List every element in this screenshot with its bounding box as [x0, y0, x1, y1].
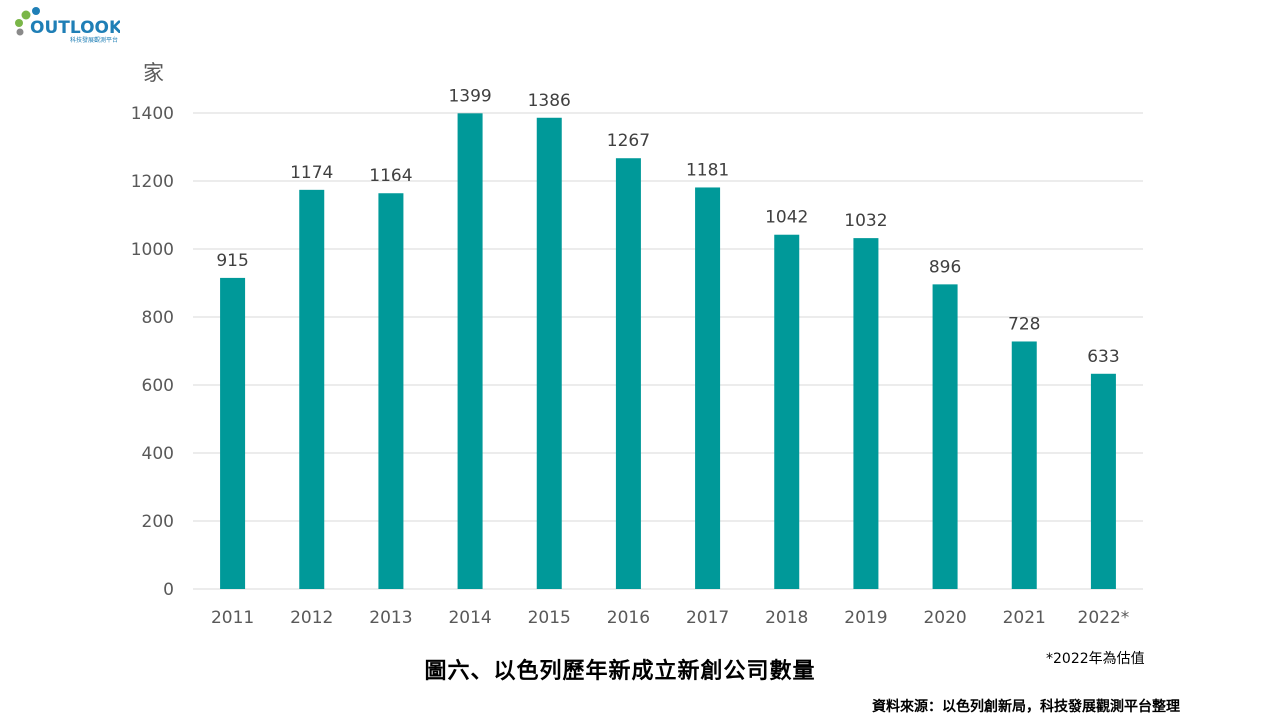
x-tick-label: 2015: [528, 608, 571, 628]
x-tick-label: 2014: [448, 608, 491, 628]
logo-dot: [32, 7, 40, 15]
x-tick-label: 2021: [1003, 608, 1046, 628]
gridlines: [193, 112, 1143, 590]
data-label: 728: [1008, 314, 1040, 334]
bar: [1011, 341, 1037, 589]
logo-dot: [16, 28, 24, 36]
estimate-note: *2022年為估值: [1046, 651, 1145, 667]
x-tick-label: 2020: [923, 608, 966, 628]
logo-dot: [21, 10, 31, 20]
x-tick-label: 2016: [607, 608, 650, 628]
data-label: 1267: [607, 131, 650, 151]
data-label: 1386: [528, 91, 571, 111]
bar: [536, 117, 562, 589]
logo-subtext: 科技發展觀測平台: [70, 36, 118, 44]
x-tick-label: 2022*: [1078, 608, 1130, 628]
data-label: 1032: [844, 211, 887, 231]
bar: [853, 238, 879, 589]
y-tick-label: 600: [142, 376, 174, 396]
bar: [220, 277, 246, 589]
bar: [457, 113, 483, 589]
source-note: 資料來源：以色列創新局，科技發展觀測平台整理: [872, 699, 1180, 715]
bar-chart: 0 200 400 600 800 1000 1200 1400 915 2011 1174 2012…: [131, 61, 1143, 628]
data-label: 1399: [448, 86, 491, 106]
data-label: 896: [929, 257, 961, 277]
x-tick-label: 2018: [765, 608, 808, 628]
bar: [774, 234, 800, 589]
logo-wordmark: OUTLOOK: [30, 18, 120, 38]
bar: [932, 284, 958, 589]
outlook-logo: OUTLOOK 科技發展觀測平台: [15, 7, 120, 44]
logo-dot: [15, 19, 23, 27]
y-tick-label: 1000: [131, 240, 174, 260]
data-label: 1181: [686, 160, 729, 180]
x-tick-label: 2017: [686, 608, 729, 628]
x-tick-label: 2013: [369, 608, 412, 628]
bar: [695, 187, 721, 589]
y-tick-label: 1200: [131, 172, 174, 192]
y-tick-label: 400: [142, 444, 174, 464]
x-tick-label: 2012: [290, 608, 333, 628]
labels: 0 200 400 600 800 1000 1200 1400 915 2011 1174 2012…: [131, 86, 1130, 628]
x-tick-label: 2019: [844, 608, 887, 628]
data-label: 1164: [369, 166, 412, 186]
bar: [299, 189, 325, 589]
x-tick-label: 2011: [211, 608, 254, 628]
bar: [378, 193, 404, 590]
y-tick-label: 200: [142, 512, 174, 532]
data-label: 915: [216, 251, 248, 271]
bars: [220, 113, 1116, 590]
data-label: 1174: [290, 163, 333, 183]
y-axis-unit-label: 家: [143, 61, 164, 85]
y-tick-label: 800: [142, 308, 174, 328]
chart-title: 圖六、以色列歷年新成立新創公司數量: [424, 659, 816, 684]
y-tick-label: 1400: [131, 104, 174, 124]
data-label: 633: [1087, 347, 1119, 367]
data-label: 1042: [765, 208, 808, 228]
bar: [1090, 373, 1116, 589]
y-tick-label: 0: [163, 580, 174, 600]
bar: [615, 158, 641, 589]
